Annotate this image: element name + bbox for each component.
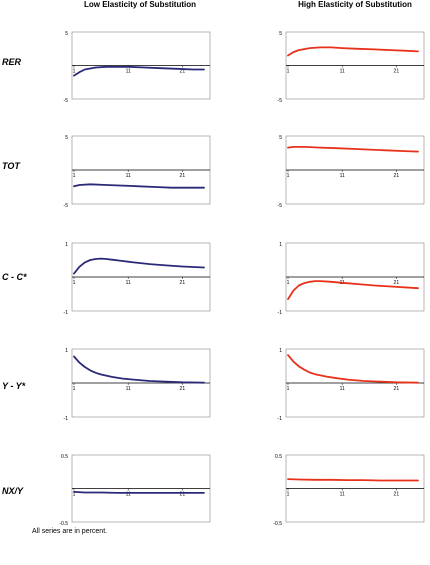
xtick-label-rer-high: 11 xyxy=(340,69,345,75)
footnote: All series are in percent. xyxy=(32,528,108,535)
xtick-label-tot-low: 21 xyxy=(180,173,186,179)
ytick-bottom-c-c-high: -1 xyxy=(278,310,283,316)
series-line-tot-low xyxy=(73,183,205,189)
row-label-rer: RER xyxy=(2,57,22,67)
xtick-label-y-y-high: 1 xyxy=(287,386,290,392)
ytick-top-c-c-high: 1 xyxy=(279,242,282,248)
ytick-bottom-tot-high: -5 xyxy=(278,203,283,209)
xtick-label-tot-low: 1 xyxy=(73,173,76,179)
ytick-top-y-y-high: 1 xyxy=(279,348,282,354)
xtick-label-y-y-high: 11 xyxy=(340,386,345,392)
xtick-label-nx-y-low: 11 xyxy=(126,492,131,498)
ytick-top-nx-y-low: 0.5 xyxy=(61,454,68,460)
xtick-label-rer-low: 21 xyxy=(180,69,186,75)
xtick-label-y-y-high: 21 xyxy=(394,386,400,392)
series-line-y-y-low xyxy=(73,355,205,384)
xtick-label-rer-high: 21 xyxy=(394,69,400,75)
right-column-title: High Elasticity of Substitution xyxy=(298,0,412,9)
left-column-title: Low Elasticity of Substitution xyxy=(84,0,196,9)
xtick-label-rer-low: 1 xyxy=(73,69,76,75)
xtick-label-nx-y-high: 11 xyxy=(340,492,345,498)
series-line-nx-y-high xyxy=(287,478,419,482)
row-label-c: C - C* xyxy=(2,272,27,282)
xtick-label-nx-y-high: 21 xyxy=(394,492,400,498)
ytick-bottom-rer-high: -5 xyxy=(278,98,283,104)
xtick-label-c-c-low: 1 xyxy=(73,280,76,286)
ytick-bottom-nx-y-high: -0.5 xyxy=(273,521,282,527)
ytick-top-tot-low: 5 xyxy=(65,135,68,141)
series-line-c-c-high xyxy=(287,280,419,301)
xtick-label-rer-low: 11 xyxy=(126,69,131,75)
xtick-label-y-y-low: 1 xyxy=(73,386,76,392)
ytick-top-y-y-low: 1 xyxy=(65,348,68,354)
series-line-tot-high xyxy=(287,145,419,153)
series-line-nx-y-low xyxy=(73,490,205,494)
ytick-bottom-y-y-high: -1 xyxy=(278,416,283,422)
xtick-label-c-c-high: 21 xyxy=(394,280,400,286)
ytick-top-c-c-low: 1 xyxy=(65,242,68,248)
xtick-label-tot-high: 1 xyxy=(287,173,290,179)
xtick-label-c-c-low: 21 xyxy=(180,280,186,286)
ytick-top-rer-high: 5 xyxy=(279,31,282,37)
series-line-rer-low xyxy=(73,65,205,77)
xtick-label-rer-high: 1 xyxy=(287,69,290,75)
ytick-top-tot-high: 5 xyxy=(279,135,282,141)
row-label-y: Y - Y* xyxy=(2,381,26,391)
ytick-bottom-c-c-low: -1 xyxy=(64,310,69,316)
ytick-top-rer-low: 5 xyxy=(65,31,68,37)
xtick-label-nx-y-low: 21 xyxy=(180,492,186,498)
row-label-nxy: NX/Y xyxy=(2,486,24,496)
xtick-label-tot-high: 11 xyxy=(340,173,345,179)
ytick-bottom-rer-low: -5 xyxy=(64,98,69,104)
ytick-bottom-y-y-low: -1 xyxy=(64,416,69,422)
ytick-bottom-tot-low: -5 xyxy=(64,203,69,209)
xtick-label-tot-high: 21 xyxy=(394,173,400,179)
ytick-top-nx-y-high: 0.5 xyxy=(275,454,282,460)
xtick-label-nx-y-low: 1 xyxy=(73,492,76,498)
row-label-tot: TOT xyxy=(2,161,20,171)
xtick-label-nx-y-high: 1 xyxy=(287,492,290,498)
xtick-label-c-c-low: 11 xyxy=(126,280,131,286)
xtick-label-y-y-low: 11 xyxy=(126,386,131,392)
xtick-label-c-c-high: 1 xyxy=(287,280,290,286)
ytick-bottom-nx-y-low: -0.5 xyxy=(59,521,68,527)
xtick-label-y-y-low: 21 xyxy=(180,386,186,392)
xtick-label-tot-low: 11 xyxy=(126,173,131,179)
series-line-c-c-low xyxy=(73,257,205,275)
series-line-rer-high xyxy=(287,46,419,57)
series-line-y-y-high xyxy=(287,354,419,384)
